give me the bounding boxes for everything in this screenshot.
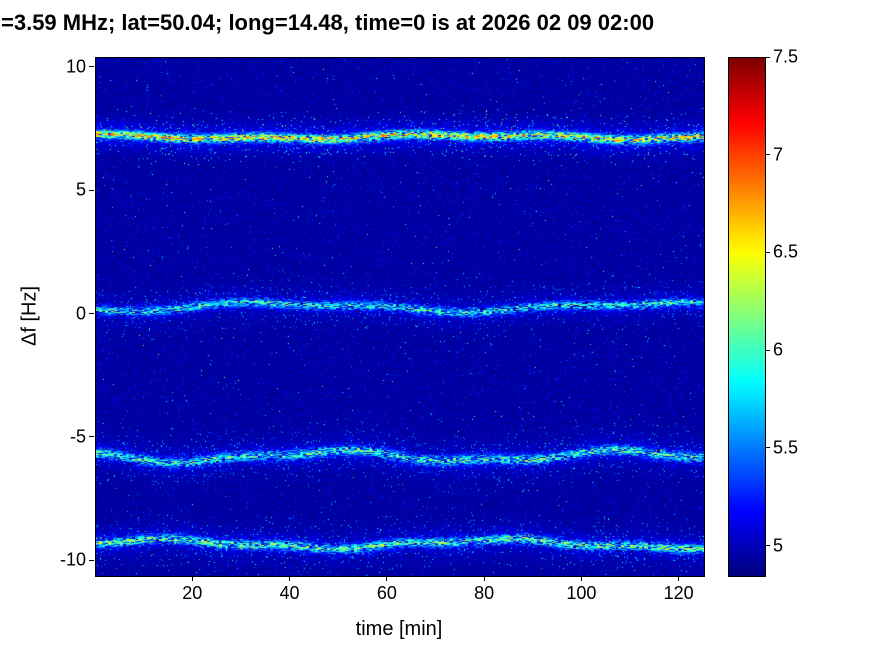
colorbar-tick-mark (766, 251, 770, 253)
x-tick-label: 40 (279, 583, 300, 603)
colorbar-tick-mark (766, 349, 770, 351)
y-tick-label: 5 (75, 179, 86, 200)
colorbar-canvas (728, 57, 766, 577)
y-tick-mark (89, 66, 94, 68)
x-axis-label: time [min] (355, 618, 443, 640)
x-tick-mark (678, 576, 680, 581)
x-tick-label: 20 (182, 583, 203, 603)
spectrogram-canvas (95, 57, 705, 577)
x-tick-mark (580, 576, 582, 581)
x-tick-mark (289, 576, 291, 581)
colorbar-tick-label: 6 (773, 339, 784, 360)
y-axis-label: Δf [Hz] (18, 285, 41, 347)
colorbar-tick-mark (766, 545, 770, 547)
colorbar-tick-label: 6.5 (773, 241, 799, 262)
x-tick-mark (191, 576, 193, 581)
x-tick-label: 80 (474, 583, 495, 603)
x-tick-label: 100 (566, 583, 597, 603)
y-tick-mark (89, 436, 94, 438)
x-tick-mark (483, 576, 485, 581)
colorbar-tick-mark (766, 447, 770, 449)
y-tick-label: 0 (75, 303, 86, 324)
y-tick-label: 10 (65, 56, 86, 77)
colorbar-tick-label: 5.5 (773, 437, 799, 458)
y-tick-mark (89, 559, 94, 561)
x-tick-label: 60 (376, 583, 397, 603)
y-tick-label: -5 (69, 426, 86, 447)
plot-title: =3.59 MHz; lat=50.04; long=14.48, time=0… (1, 10, 655, 35)
x-tick-label: 120 (663, 583, 694, 603)
x-tick-mark (386, 576, 388, 581)
colorbar-tick-label: 7 (773, 144, 784, 165)
y-tick-mark (89, 313, 94, 315)
colorbar-tick-mark (766, 56, 770, 58)
colorbar-tick-mark (766, 154, 770, 156)
colorbar-tick-label: 7.5 (773, 46, 799, 67)
y-tick-mark (89, 189, 94, 191)
y-tick-label: -10 (59, 549, 86, 570)
colorbar-tick-label: 5 (773, 535, 784, 556)
